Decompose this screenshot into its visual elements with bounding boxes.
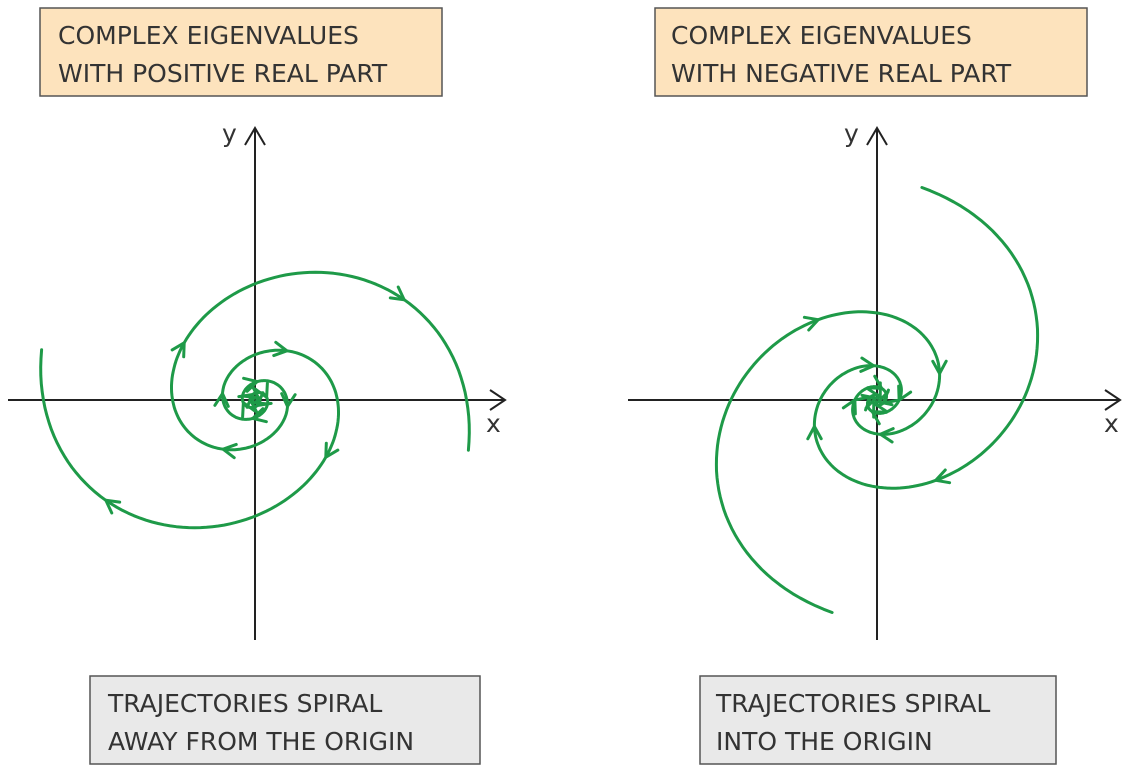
x-axis-label: x	[486, 409, 501, 438]
trajectory	[39, 348, 340, 530]
direction-arrow	[388, 285, 406, 302]
title-box	[39, 7, 443, 97]
direction-arrow	[272, 340, 289, 358]
direction-arrow	[878, 427, 895, 444]
caption-box	[89, 675, 481, 765]
title-line: WITH NEGATIVE REAL PART	[671, 59, 1012, 88]
direction-arrow	[251, 407, 268, 424]
caption-box	[699, 675, 1057, 765]
direction-arrow	[255, 391, 273, 408]
direction-arrow	[213, 392, 230, 408]
direction-arrow	[859, 356, 876, 373]
direction-arrow	[876, 390, 894, 407]
direction-arrow	[867, 381, 882, 399]
direction-arrow	[855, 395, 873, 412]
direction-arrow	[280, 392, 297, 408]
title-line: COMPLEX EIGENVALUES	[671, 21, 972, 50]
axes	[628, 126, 1122, 640]
y-axis-label: y	[844, 119, 859, 148]
direction-arrow	[931, 359, 948, 376]
caption-line: AWAY FROM THE ORIGIN	[108, 727, 414, 756]
direction-arrow	[897, 384, 913, 402]
direction-arrow	[324, 441, 340, 459]
y-axis-label: y	[222, 119, 237, 148]
caption-line: INTO THE ORIGIN	[716, 727, 933, 756]
direction-arrow	[934, 468, 952, 485]
x-axis-label: x	[1104, 409, 1119, 438]
title-line: WITH POSITIVE REAL PART	[58, 59, 388, 88]
trajectory	[170, 270, 471, 452]
direction-arrow	[253, 381, 269, 399]
direction-arrow	[242, 376, 259, 393]
direction-arrow	[802, 315, 820, 332]
direction-arrow	[870, 410, 888, 426]
caption-line: TRAJECTORIES SPIRAL	[107, 689, 382, 718]
direction-arrow	[104, 498, 122, 515]
caption-line: TRAJECTORIES SPIRAL	[715, 689, 990, 718]
trajectories	[39, 186, 1040, 614]
direction-arrow	[242, 383, 260, 400]
title-box	[654, 7, 1088, 97]
direction-arrow	[170, 341, 186, 359]
direction-arrow	[221, 442, 238, 460]
direction-arrow	[806, 424, 823, 441]
direction-arrow	[841, 398, 857, 416]
title-line: COMPLEX EIGENVALUES	[58, 21, 359, 50]
direction-arrow	[241, 401, 257, 419]
